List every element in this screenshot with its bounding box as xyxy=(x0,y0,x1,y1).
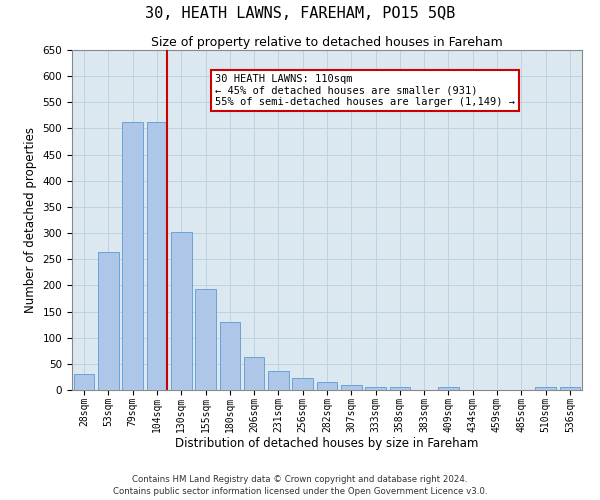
Bar xyxy=(535,388,556,390)
Y-axis label: Number of detached properties: Number of detached properties xyxy=(24,127,37,313)
Bar xyxy=(268,370,289,390)
Bar xyxy=(438,388,459,390)
Text: Contains HM Land Registry data © Crown copyright and database right 2024.
Contai: Contains HM Land Registry data © Crown c… xyxy=(113,474,487,496)
Bar xyxy=(560,388,580,390)
Bar xyxy=(74,374,94,390)
Bar xyxy=(341,385,362,390)
Bar xyxy=(244,356,265,390)
Bar xyxy=(220,322,240,390)
Bar xyxy=(98,252,119,390)
Bar xyxy=(389,388,410,390)
X-axis label: Distribution of detached houses by size in Fareham: Distribution of detached houses by size … xyxy=(175,437,479,450)
Bar xyxy=(292,378,313,390)
Bar xyxy=(317,382,337,390)
Bar xyxy=(365,387,386,390)
Bar xyxy=(122,122,143,390)
Text: 30, HEATH LAWNS, FAREHAM, PO15 5QB: 30, HEATH LAWNS, FAREHAM, PO15 5QB xyxy=(145,6,455,20)
Bar xyxy=(146,122,167,390)
Text: 30 HEATH LAWNS: 110sqm
← 45% of detached houses are smaller (931)
55% of semi-de: 30 HEATH LAWNS: 110sqm ← 45% of detached… xyxy=(215,74,515,107)
Bar xyxy=(171,232,191,390)
Title: Size of property relative to detached houses in Fareham: Size of property relative to detached ho… xyxy=(151,36,503,49)
Bar xyxy=(195,288,216,390)
